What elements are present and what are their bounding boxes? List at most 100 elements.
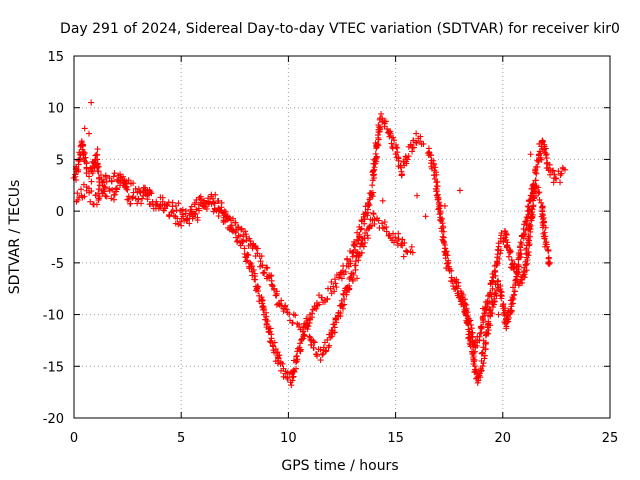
data-point-marker	[417, 138, 424, 145]
data-point-marker	[356, 231, 363, 238]
data-point-marker	[468, 325, 475, 332]
data-point-marker	[436, 211, 443, 218]
data-point-marker	[289, 374, 296, 381]
data-point-marker	[178, 215, 185, 222]
data-point-marker	[400, 253, 407, 260]
data-point-marker	[465, 318, 472, 325]
data-point-marker	[72, 171, 79, 178]
data-point-marker	[408, 243, 415, 250]
data-point-marker	[245, 252, 252, 259]
data-point-marker	[113, 185, 120, 192]
data-point-marker	[344, 256, 351, 263]
data-point-marker	[413, 130, 420, 137]
data-point-marker	[300, 335, 307, 342]
axis-ticks	[73, 55, 611, 419]
data-point-marker	[282, 302, 289, 309]
data-point-marker	[293, 365, 300, 372]
data-point-marker	[557, 179, 564, 186]
data-point-marker	[523, 267, 530, 274]
data-point-marker	[404, 249, 411, 256]
data-point-marker	[536, 140, 543, 147]
data-point-marker	[157, 204, 164, 211]
data-point-marker	[422, 213, 429, 220]
data-point-marker	[384, 125, 391, 132]
data-point-marker	[252, 273, 259, 280]
data-point-marker	[361, 220, 368, 227]
data-point-marker	[331, 288, 338, 295]
x-axis-label: GPS time / hours	[281, 458, 398, 474]
data-point-marker	[103, 193, 110, 200]
data-point-marker	[78, 186, 85, 193]
data-point-marker	[503, 323, 510, 330]
data-point-marker	[469, 338, 476, 345]
data-point-marker	[297, 340, 304, 347]
data-point-marker	[481, 355, 488, 362]
data-point-marker	[294, 356, 301, 363]
data-point-marker	[503, 231, 510, 238]
data-point-marker	[545, 247, 552, 254]
data-point-marker	[495, 311, 502, 318]
data-point-marker	[74, 197, 81, 204]
y-tick-label: 15	[47, 50, 64, 65]
data-point-marker	[261, 306, 268, 313]
data-point-marker	[361, 239, 368, 246]
data-point-marker	[292, 312, 299, 319]
data-point-marker	[198, 196, 205, 203]
data-point-marker	[478, 325, 485, 332]
data-point-marker	[271, 339, 278, 346]
y-tick-label: 0	[56, 205, 64, 220]
data-point-marker	[355, 237, 362, 244]
data-point-marker	[307, 334, 314, 341]
data-point-marker	[182, 210, 189, 217]
data-point-marker	[274, 349, 281, 356]
data-point-marker	[296, 321, 303, 328]
data-point-marker	[275, 355, 282, 362]
data-point-marker	[159, 194, 166, 201]
data-point-marker	[217, 207, 224, 214]
data-point-marker	[232, 219, 239, 226]
data-point-marker	[533, 170, 540, 177]
data-point-marker	[494, 246, 501, 253]
data-point-marker	[274, 354, 281, 361]
data-point-marker	[350, 271, 357, 278]
data-point-marker	[81, 125, 88, 132]
data-point-marker	[521, 271, 528, 278]
data-point-marker	[543, 151, 550, 158]
data-point-marker	[525, 239, 532, 246]
data-point-marker	[279, 360, 286, 367]
data-point-marker	[390, 134, 397, 141]
data-point-marker	[511, 288, 518, 295]
data-point-marker	[504, 239, 511, 246]
data-point-marker	[88, 188, 95, 195]
data-point-marker	[114, 176, 121, 183]
data-point-marker	[487, 322, 494, 329]
data-point-marker	[535, 190, 542, 197]
data-point-marker	[326, 342, 333, 349]
data-point-marker	[441, 202, 448, 209]
data-point-marker	[466, 328, 473, 335]
data-point-marker	[257, 258, 264, 265]
data-point-marker	[390, 239, 397, 246]
data-point-marker	[524, 215, 531, 222]
data-point-marker	[304, 326, 311, 333]
data-point-marker	[507, 248, 514, 255]
data-point-marker	[541, 229, 548, 236]
data-point-marker	[215, 213, 222, 220]
data-point-marker	[342, 268, 349, 275]
data-point-marker	[365, 225, 372, 232]
data-point-marker	[455, 279, 462, 286]
data-point-marker	[397, 164, 404, 171]
data-point-marker	[369, 189, 376, 196]
data-point-marker	[472, 368, 479, 375]
data-point-marker	[403, 160, 410, 167]
y-tick-label: -5	[51, 257, 64, 272]
data-point-marker	[74, 190, 81, 197]
data-point-marker	[542, 145, 549, 152]
data-point-marker	[461, 296, 468, 303]
data-point-marker	[480, 319, 487, 326]
data-point-marker	[189, 211, 196, 218]
data-point-marker	[341, 301, 348, 308]
data-point-marker	[539, 138, 546, 145]
data-point-marker	[362, 203, 369, 210]
data-point-marker	[250, 266, 257, 273]
